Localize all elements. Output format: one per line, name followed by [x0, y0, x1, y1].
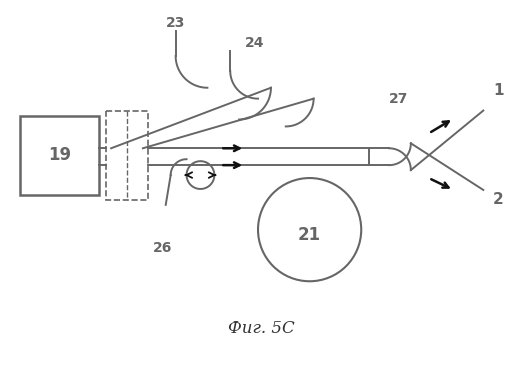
Text: 2: 2: [493, 192, 504, 208]
Text: 24: 24: [245, 36, 265, 50]
Text: 26: 26: [153, 241, 172, 255]
Bar: [106, 110, 148, 200]
Bar: [20, 116, 99, 195]
Text: 21: 21: [298, 226, 321, 244]
Text: 19: 19: [48, 146, 71, 164]
Text: Фиг. 5C: Фиг. 5C: [228, 321, 294, 337]
Text: 23: 23: [166, 16, 185, 30]
Text: 1: 1: [493, 83, 503, 98]
Text: 27: 27: [389, 92, 409, 106]
